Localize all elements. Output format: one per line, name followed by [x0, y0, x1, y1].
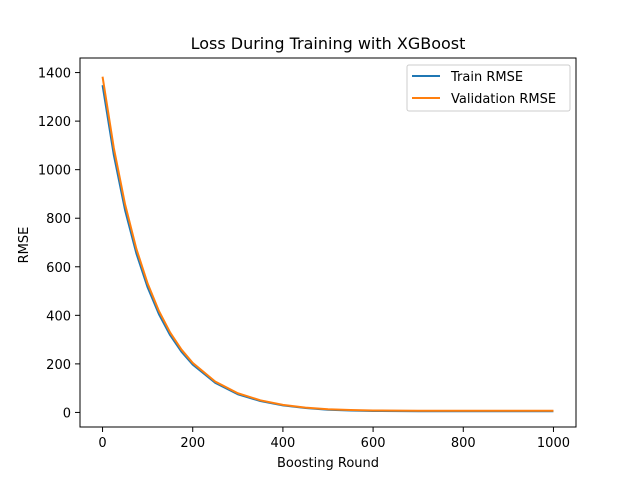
x-tick-label: 400 — [270, 436, 295, 451]
x-axis-title: Boosting Round — [277, 456, 379, 471]
y-tick-label: 1200 — [38, 115, 71, 130]
y-axis: 0 200 400 600 800 1000 1200 1400 — [38, 67, 80, 421]
chart-title: Loss During Training with XGBoost — [191, 34, 466, 53]
y-tick-label: 1000 — [38, 164, 71, 179]
legend-box — [406, 64, 571, 112]
series-line-1 — [101, 85, 554, 413]
y-tick-label: 1400 — [38, 67, 71, 82]
plot-area — [79, 57, 577, 428]
y-tick-label: 200 — [46, 358, 71, 373]
x-tick-label: 600 — [361, 436, 386, 451]
legend-label-1: Train RMSE — [450, 70, 523, 85]
x-tick-label: 0 — [98, 436, 106, 451]
legend-label-2: Validation RMSE — [451, 92, 556, 107]
y-tick-label: 0 — [63, 406, 71, 421]
y-axis-title: RMSE — [17, 227, 32, 264]
plot-frame — [79, 57, 577, 428]
x-tick-label: 800 — [451, 436, 476, 451]
legend: Train RMSE Validation RMSE — [406, 64, 571, 112]
x-axis: 0 200 400 600 800 1000 — [98, 427, 570, 451]
x-tick-label: 1000 — [537, 436, 570, 451]
y-tick-label: 600 — [46, 261, 71, 276]
x-tick-label: 200 — [180, 436, 205, 451]
y-tick-label: 400 — [46, 309, 71, 324]
y-tick-label: 800 — [46, 212, 71, 227]
series-line-2 — [101, 76, 554, 412]
